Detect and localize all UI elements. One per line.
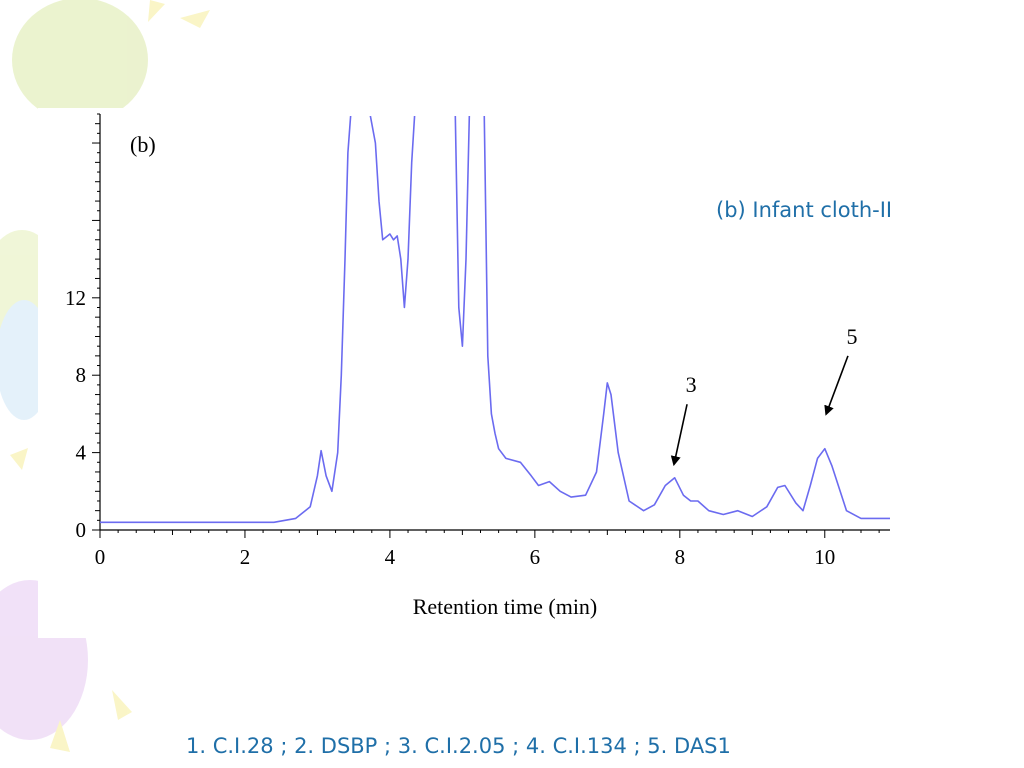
x-tick-label: 8 [675, 545, 686, 569]
confetti-yellow-decoration-3 [112, 690, 132, 720]
balloon-green-decoration [12, 0, 148, 122]
series-line-1 [100, 116, 890, 524]
compound-legend: 1. C.I.28 ; 2. DSBP ; 3. C.I.2.05 ; 4. C… [186, 734, 731, 758]
x-axis-label: Retention time (min) [413, 594, 598, 619]
chart-caption: (b) Infant cloth-II [716, 198, 893, 222]
x-tick-label: 4 [385, 545, 396, 569]
peak-label-3: 3 [686, 372, 697, 397]
peak-arrow-3 [670, 404, 688, 467]
x-tick-label: 10 [814, 545, 835, 569]
confetti-yellow-decoration-5 [10, 448, 28, 470]
y-tick-label: 0 [76, 518, 87, 542]
peak-label-5: 5 [846, 324, 857, 349]
x-tick-label: 6 [530, 545, 541, 569]
y-tick-label: 12 [65, 286, 86, 310]
confetti-yellow-decoration [148, 0, 165, 22]
annotations: 35 [670, 324, 857, 467]
confetti-yellow-decoration-2 [180, 10, 210, 28]
y-tick-label: 8 [76, 363, 87, 387]
axes: 0 2 4 6 8 10 0 4 8 12 [65, 113, 890, 569]
peak-arrow-5 [824, 355, 849, 416]
x-tick-label: 2 [240, 545, 251, 569]
series-layer [100, 116, 890, 524]
confetti-yellow-decoration-4 [50, 720, 70, 752]
panel-label: (b) [130, 132, 156, 157]
y-tick-label: 4 [76, 441, 87, 465]
x-tick-label: 0 [95, 545, 106, 569]
